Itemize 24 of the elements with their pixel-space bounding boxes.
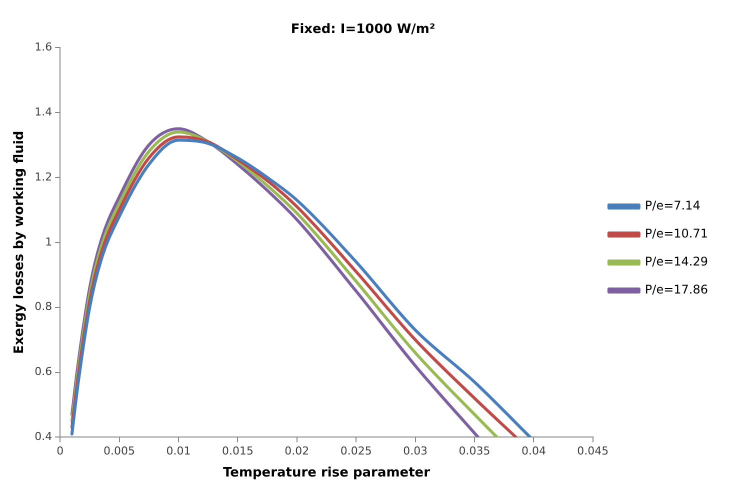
legend-label: P/e=14.29 xyxy=(644,254,708,269)
legend-label: P/e=7.14 xyxy=(644,198,700,213)
y-tick-label: 1 xyxy=(45,235,52,248)
y-tick-label: 0.6 xyxy=(34,365,52,378)
y-tick-label: 1.2 xyxy=(34,170,52,184)
x-tick-label: 0 xyxy=(56,444,64,458)
x-tick-label: 0.025 xyxy=(340,444,372,458)
x-tick-label: 0.005 xyxy=(104,444,136,458)
x-tick-label: 0.035 xyxy=(458,444,490,458)
y-tick-label: 0.4 xyxy=(34,430,52,444)
x-tick-label: 0.015 xyxy=(222,444,254,458)
x-tick-label: 0.04 xyxy=(521,444,546,458)
y-tick-label: 1.4 xyxy=(34,105,52,118)
x-axis-title: Temperature rise parameter xyxy=(222,466,431,481)
y-axis-title: Exergy losses by working fluid xyxy=(12,130,28,354)
x-tick-label: 0.03 xyxy=(403,444,428,458)
legend-label: P/e=10.71 xyxy=(644,226,708,241)
x-tick-label: 0.045 xyxy=(577,444,609,458)
y-tick-label: 1.6 xyxy=(34,40,52,54)
x-tick-label: 0.02 xyxy=(284,444,310,458)
legend-label: P/e=17.86 xyxy=(644,282,708,297)
x-tick-label: 0.01 xyxy=(166,444,191,458)
y-tick-label: 0.8 xyxy=(34,300,52,314)
chart-title: Fixed: I=1000 W/m² xyxy=(290,22,436,38)
